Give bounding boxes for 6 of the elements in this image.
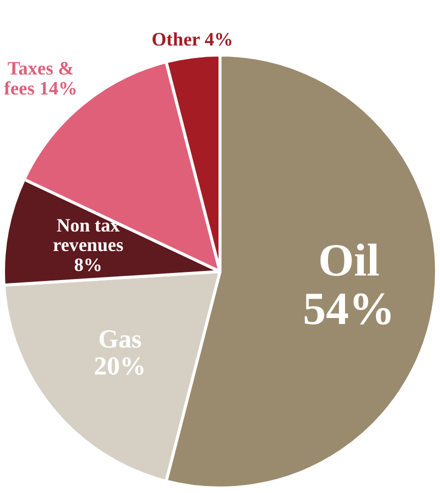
slice-label: Non tax revenues <box>52 215 124 256</box>
slice-label: Taxes & fees 14% <box>4 58 78 100</box>
slice-label: Gas <box>98 324 142 354</box>
data-label: 20% <box>94 352 146 381</box>
data-label: 8% <box>74 254 102 276</box>
slice-label: Other 4% <box>152 30 234 51</box>
